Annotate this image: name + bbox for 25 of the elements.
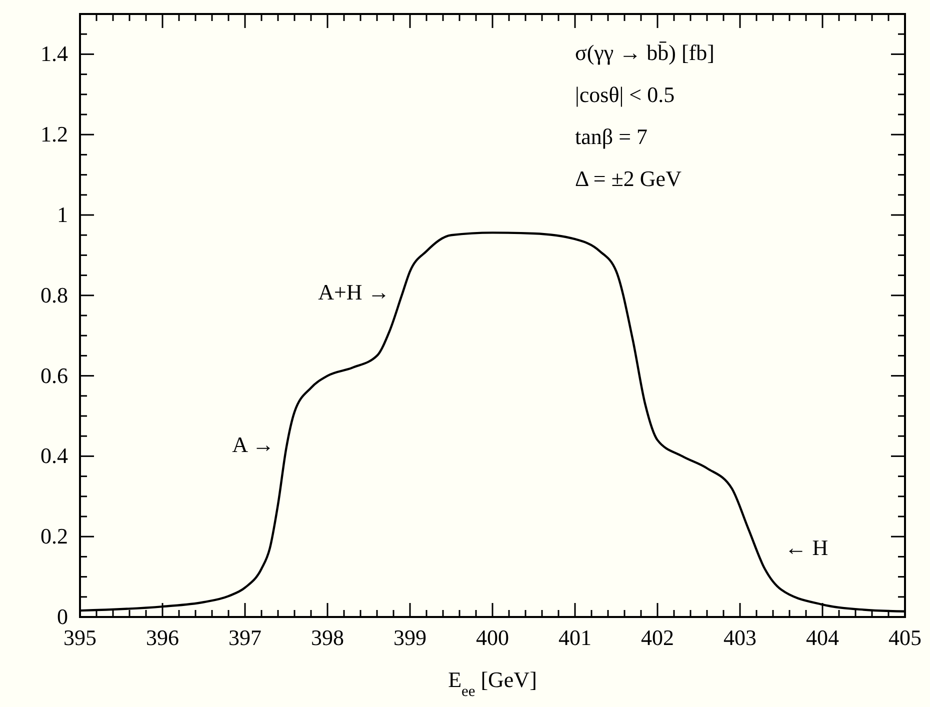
annotation: Δ = ±2 GeV (575, 166, 682, 191)
annotation: A+H → (318, 279, 390, 304)
x-tick-label: 399 (394, 625, 426, 650)
annotation: |cosθ| < 0.5 (575, 82, 675, 107)
x-axis-title: E$_{ee}$ [GeV] (448, 667, 537, 700)
y-tick-label: 0.2 (40, 524, 68, 549)
y-tick-label: 0.4 (40, 443, 68, 468)
x-tick-label: 397 (228, 625, 262, 650)
x-tick-label: 403 (724, 625, 756, 650)
annotation: A → (232, 432, 274, 458)
x-tick-label: 396 (146, 625, 179, 650)
x-tick-label: 402 (641, 625, 674, 650)
annotation: σ(γγ → bb̄) [fb] (575, 40, 714, 65)
y-tick-label: 1.4 (40, 41, 68, 66)
x-tick-label: 404 (806, 625, 839, 650)
x-tick-label: 405 (888, 625, 922, 650)
annotation: tanβ = 7 (575, 124, 648, 149)
annotation: ← H (784, 534, 828, 560)
x-tick-label: 400 (476, 625, 509, 650)
y-tick-label: 1.2 (40, 122, 68, 147)
y-tick-label: 0.8 (40, 282, 68, 308)
y-tick-label: 1 (57, 202, 68, 227)
y-tick-label: 0.6 (40, 362, 68, 388)
x-tick-label: 401 (558, 625, 592, 650)
x-tick-label: 398 (311, 625, 344, 650)
